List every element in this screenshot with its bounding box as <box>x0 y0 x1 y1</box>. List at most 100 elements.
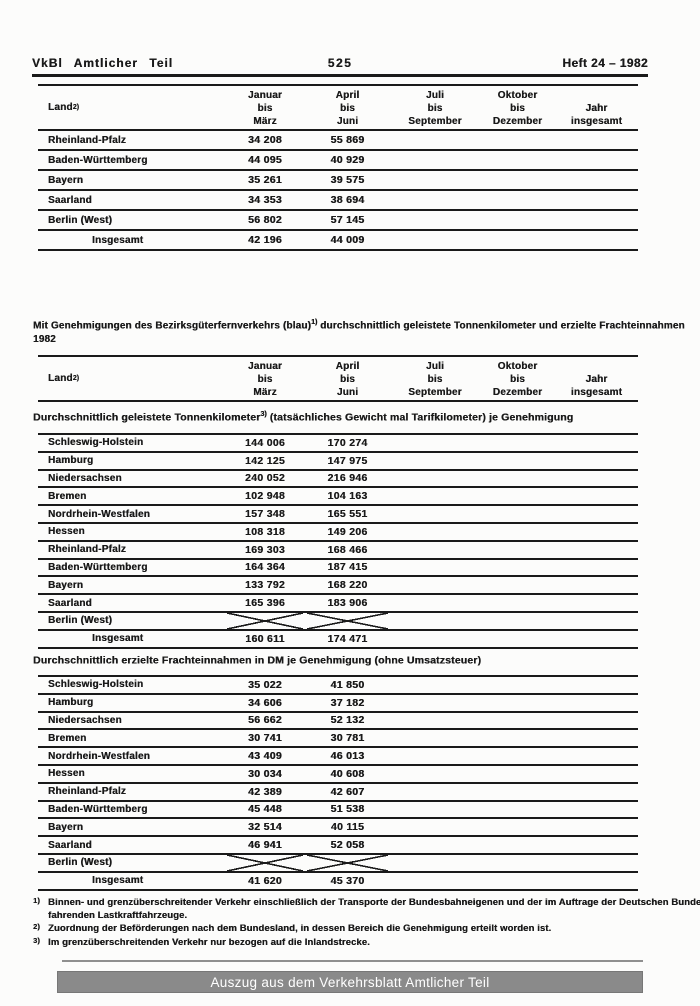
value-cell-q4 <box>480 819 555 835</box>
table-row: Bremen 30 741 30 781 <box>38 730 638 749</box>
col-header-okt-dez: Oktober bis Dezember <box>492 361 543 398</box>
value-cell-jahr <box>555 730 638 746</box>
value-cell-q1: 169 303 <box>244 543 286 556</box>
table-row: Hamburg 142 125 147 975 <box>38 453 638 471</box>
footnote-3: 3) Im grenzüberschreitenden Verkehr nur … <box>33 935 370 948</box>
land-cell: Baden-Württemberg <box>48 803 148 815</box>
value-cell-q2: 42 607 <box>330 785 365 798</box>
table-row: Bremen 102 948 104 163 <box>38 488 638 507</box>
value-cell-jahr <box>555 855 638 871</box>
value-cell-q3 <box>390 677 480 693</box>
footnote-2: 2) Zuordnung der Beförderungen nach dem … <box>33 922 552 934</box>
value-cell-q4 <box>480 191 555 209</box>
value-cell-q3 <box>390 695 480 711</box>
value-cell-q1: 56 802 <box>248 214 282 226</box>
value-cell-q3 <box>390 211 480 229</box>
total-q1: 160 611 <box>245 632 285 645</box>
value-cell-q1: 164 364 <box>244 561 286 574</box>
value-cell-q4 <box>480 488 555 504</box>
col-header-juli-sept: Juli bis September <box>408 361 462 398</box>
land-cell: Hessen <box>48 768 85 780</box>
value-cell-q1: 133 792 <box>244 579 286 592</box>
value-cell-q3 <box>390 488 480 504</box>
value-cell-q2: 51 538 <box>330 803 365 816</box>
value-cell-q3 <box>390 802 480 818</box>
value-cell-q3 <box>390 171 480 189</box>
value-cell-q1: 44 095 <box>248 154 282 166</box>
value-cell-q3 <box>390 748 480 764</box>
land-cell: Saarland <box>48 194 92 206</box>
value-cell-q4 <box>480 542 555 558</box>
table-row: Saarland 46 941 52 058 <box>38 837 638 855</box>
table-row: Baden-Württemberg 44 095 40 929 <box>38 151 638 171</box>
value-cell-q4 <box>480 695 555 711</box>
value-cell-q4 <box>480 453 555 469</box>
value-cell-q3 <box>390 837 480 853</box>
source-banner-label: Auszug aus dem Verkehrsblatt Amtlicher T… <box>210 974 490 990</box>
land-cell: Niedersachsen <box>48 472 122 484</box>
value-cell-jahr <box>555 613 638 629</box>
value-cell-jahr <box>555 211 638 229</box>
intro-year: 1982 <box>33 333 56 345</box>
value-cell-q2 <box>305 612 390 629</box>
value-cell-q2: 46 013 <box>330 750 365 763</box>
value-cell-q4 <box>480 713 555 729</box>
value-cell-q2: 216 946 <box>327 472 368 485</box>
col-header-jan-maerz: Januar bis März <box>248 90 282 127</box>
col-header-jan-maerz: Januar bis März <box>248 361 282 398</box>
value-cell-jahr <box>555 171 638 189</box>
value-cell-q1: 56 662 <box>248 714 282 727</box>
table-row: Berlin (West) <box>38 612 638 631</box>
value-cell-q3 <box>390 819 480 835</box>
value-cell-q2: 170 274 <box>327 436 368 449</box>
value-cell-jahr <box>555 488 638 504</box>
value-cell-q4 <box>480 211 555 229</box>
col-header-jahr: Jahr insgesamt <box>570 374 623 398</box>
table-tonnenkilometer: Schleswig-Holstein 144 006 170 274 Hambu… <box>38 433 638 649</box>
value-cell-q2: 187 415 <box>327 561 368 574</box>
footnotes: 1) Binnen- und grenzüberschreitender Ver… <box>33 896 700 950</box>
value-cell-q1: 34 353 <box>248 194 282 206</box>
value-cell-q1: 42 389 <box>248 785 282 798</box>
page-header: VkBl Amtlicher Teil 525 Heft 24 – 1982 <box>32 56 648 77</box>
table-row: Niedersachsen 240 052 216 946 <box>38 471 638 489</box>
value-cell-q4 <box>480 802 555 818</box>
value-cell-q3 <box>390 613 480 629</box>
table-row: Hamburg 34 606 37 182 <box>38 695 638 713</box>
value-cell-q3 <box>390 713 480 729</box>
table-frachteinnahmen: Schleswig-Holstein 35 022 41 850 Hamburg… <box>38 675 638 891</box>
table-row: Hessen 30 034 40 608 <box>38 766 638 784</box>
table-row: Berlin (West) 56 802 57 145 <box>38 211 638 231</box>
value-cell-q4 <box>480 748 555 764</box>
table-quarterly-top: Land 2) Januar bis März April bis Juni Ju… <box>38 84 638 251</box>
total-q2: 174 471 <box>327 632 368 645</box>
total-label: Insgesamt <box>92 633 144 645</box>
value-cell-q3 <box>390 855 480 871</box>
footnote-marker: 1) <box>33 896 40 905</box>
value-cell-q3 <box>390 453 480 469</box>
table-row: Saarland 165 396 183 906 <box>38 595 638 613</box>
issue-number: Heft 24 – 1982 <box>562 56 648 70</box>
footnote-ref-2: 2) <box>72 104 79 111</box>
value-cell-jahr <box>555 435 638 451</box>
value-cell-q2: 183 906 <box>327 597 368 610</box>
value-cell-q3 <box>390 730 480 746</box>
value-cell-q1: 142 125 <box>244 454 286 467</box>
value-cell-q1: 45 448 <box>248 803 282 816</box>
divider-rule <box>62 960 643 962</box>
intro-paragraph: Mit Genehmigungen des Bezirksgüterfernve… <box>33 319 685 345</box>
table-row: Saarland 34 353 38 694 <box>38 191 638 211</box>
value-cell-jahr <box>555 748 638 764</box>
table-row: Rheinland-Pfalz 169 303 168 466 <box>38 542 638 560</box>
table-row: Baden-Württemberg 164 364 187 415 <box>38 560 638 578</box>
value-cell-q1: 43 409 <box>248 750 282 763</box>
land-cell: Schleswig-Holstein <box>48 679 144 691</box>
value-cell-q1: 34 208 <box>248 134 282 146</box>
value-cell-q3 <box>390 131 480 149</box>
value-cell-q4 <box>480 471 555 487</box>
value-cell-q4 <box>480 855 555 871</box>
value-cell-jahr <box>555 506 638 522</box>
value-cell-q2: 149 206 <box>327 525 368 538</box>
value-cell-jahr <box>555 471 638 487</box>
value-cell-jahr <box>555 577 638 593</box>
